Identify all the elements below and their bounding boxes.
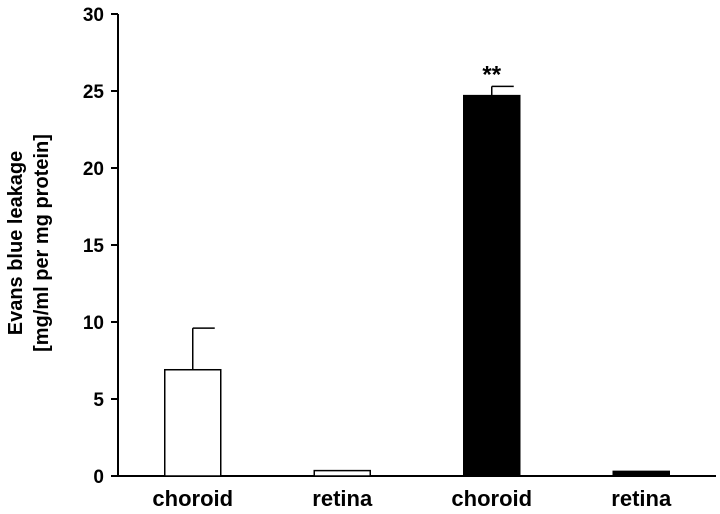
x-category-label-2: choroid bbox=[451, 486, 532, 511]
x-category-label-0: choroid bbox=[152, 486, 233, 511]
y-axis-title-line-2: [mg/ml per mg protein] bbox=[31, 134, 53, 352]
y-tick-label-4: 20 bbox=[83, 159, 104, 180]
y-tick-label-6: 30 bbox=[83, 5, 104, 26]
y-tick-label-1: 5 bbox=[93, 390, 104, 411]
bar-3 bbox=[612, 470, 670, 477]
y-tick-label-2: 10 bbox=[83, 313, 104, 334]
labels: 0 5 10 15 20 25 30 choroid retina choroid retina ** bbox=[83, 5, 672, 511]
y-tick-label-0: 0 bbox=[93, 467, 104, 488]
y-tick-label-5: 25 bbox=[83, 82, 105, 103]
bar-2 bbox=[463, 94, 521, 477]
bar-0 bbox=[164, 368, 222, 477]
y-axis-title: Evans blue leakage [mg/ml per mg protein… bbox=[5, 134, 53, 352]
bar-1 bbox=[313, 469, 371, 477]
y-tick-label-3: 15 bbox=[83, 236, 105, 257]
significance-annotation-0: ** bbox=[482, 61, 501, 88]
x-category-label-3: retina bbox=[611, 486, 672, 511]
x-category-label-1: retina bbox=[312, 486, 373, 511]
y-axis-title-line-1: Evans blue leakage bbox=[5, 151, 27, 336]
bars bbox=[164, 85, 670, 477]
